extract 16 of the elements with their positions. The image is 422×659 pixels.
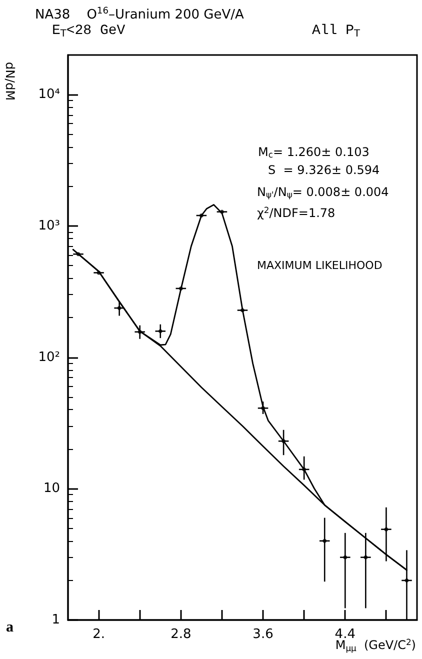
- annotation: MAXIMUM LIKELIHOOD: [257, 259, 382, 272]
- x-tick-label: 2.: [92, 627, 105, 642]
- y-tick-label: 10: [43, 481, 60, 496]
- y-tick-label: 10³: [38, 218, 60, 234]
- annotation: Nψ'/Nψ= 0.008± 0.004: [257, 185, 389, 200]
- y-axis-title: dN/dM: [3, 62, 17, 101]
- x-tick-label: 2.8: [170, 627, 192, 642]
- annotation: Mc= 1.260± 0.103: [258, 145, 370, 160]
- text: All PT: [312, 23, 362, 40]
- y-tick-label: 10²: [38, 350, 60, 365]
- text: a: [6, 620, 14, 636]
- x-tick-label: 3.6: [252, 627, 274, 642]
- y-tick-label: 1: [52, 612, 60, 628]
- y-tick-label: 10⁴: [38, 87, 60, 102]
- annotation: S = 9.326± 0.594: [268, 163, 380, 177]
- text: ET<28 GeV: [52, 23, 126, 40]
